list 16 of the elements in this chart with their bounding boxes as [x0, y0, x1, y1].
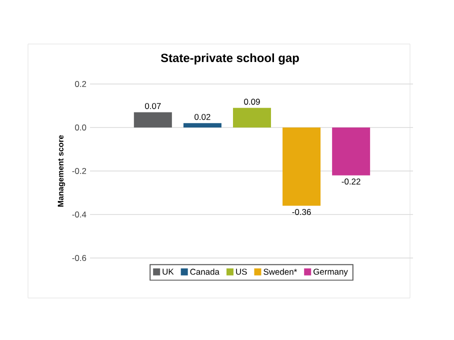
chart-title: State-private school gap — [160, 53, 299, 65]
data-label: 0.07 — [145, 103, 161, 110]
legend-label: US — [236, 268, 247, 275]
y-tick-label: -0.6 — [72, 255, 86, 261]
data-label: -0.36 — [292, 209, 311, 215]
legend-label: Canada — [190, 268, 220, 275]
y-tick-label: 0.0 — [75, 124, 86, 130]
legend-label: Sweden* — [264, 268, 297, 275]
y-tick-label: -0.4 — [72, 212, 86, 218]
legend-label: UK — [162, 268, 174, 275]
y-tick-label: -0.2 — [72, 168, 86, 174]
y-tick-label: 0.2 — [75, 81, 86, 87]
legend-label: Germany — [314, 268, 348, 276]
data-label: -0.22 — [342, 178, 360, 185]
data-label: 0.09 — [244, 98, 260, 105]
data-label: 0.02 — [194, 114, 210, 120]
